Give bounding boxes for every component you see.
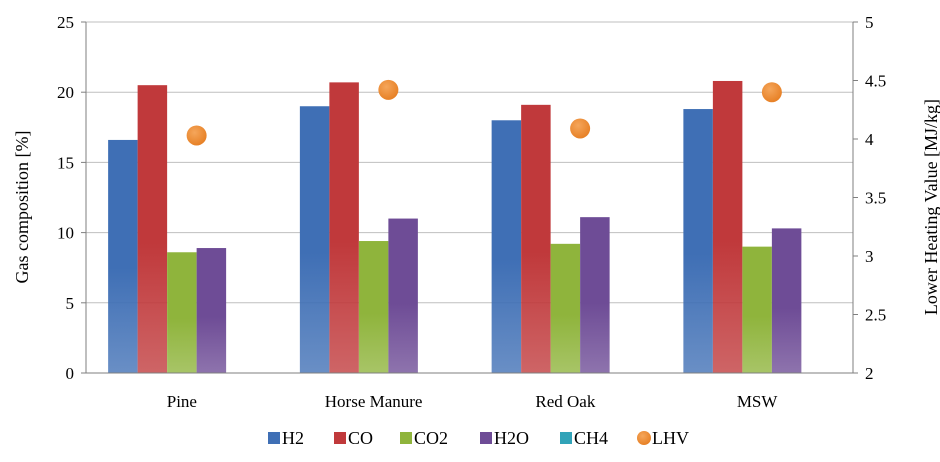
bar-h2o-red-oak xyxy=(580,217,610,373)
bar-co-horse-manure xyxy=(329,82,359,373)
y-tick-label: 10 xyxy=(57,224,74,243)
bar-co2-msw xyxy=(742,246,772,373)
bar-co-red-oak xyxy=(521,104,551,373)
legend-swatch-ch4 xyxy=(560,432,572,444)
x-axis-ticks: Pine Horse Manure Red Oak MSW xyxy=(167,392,779,411)
y-tick-label: 20 xyxy=(57,83,74,102)
y2-tick-label: 4.5 xyxy=(865,72,886,91)
legend-label-h2: H2 xyxy=(282,428,304,448)
legend-label-co2: CO2 xyxy=(414,428,448,448)
y-axis-ticks: 0 5 10 15 20 25 xyxy=(57,13,74,383)
bars xyxy=(108,80,802,374)
y-tick-label: 15 xyxy=(57,153,74,172)
y-tick-label: 5 xyxy=(66,294,75,313)
bar-h2o-msw xyxy=(771,228,802,373)
x-tick-label: Red Oak xyxy=(535,392,595,411)
lhv-point-msw xyxy=(761,82,782,103)
y-tick-label: 25 xyxy=(57,13,74,32)
x-tick-label: MSW xyxy=(737,392,779,411)
legend: H2 CO CO2 H2O CH4 LHV xyxy=(268,428,689,448)
legend-swatch-h2 xyxy=(268,432,280,444)
bar-co2-horse-manure xyxy=(358,241,389,373)
y2-axis-ticks: 2 2.5 3 3.5 4 4.5 5 xyxy=(865,13,886,383)
legend-swatch-co2 xyxy=(400,432,412,444)
bar-h2o-horse-manure xyxy=(388,218,418,373)
bar-co-pine xyxy=(137,85,168,374)
legend-swatch-lhv xyxy=(637,431,651,445)
bar-h2-horse-manure xyxy=(299,106,330,374)
bar-h2-pine xyxy=(108,139,138,373)
legend-label-h2o: H2O xyxy=(494,428,529,448)
legend-swatch-co xyxy=(334,432,346,444)
y-axis-title: Gas composition [%] xyxy=(12,131,32,284)
bar-h2o-pine xyxy=(196,248,227,373)
lhv-points xyxy=(186,79,782,146)
y2-tick-label: 5 xyxy=(865,13,874,32)
x-tick-label: Pine xyxy=(167,392,197,411)
x-tick-label: Horse Manure xyxy=(325,392,423,411)
y2-tick-label: 2 xyxy=(865,364,874,383)
legend-swatch-h2o xyxy=(480,432,492,444)
lhv-point-pine xyxy=(186,125,207,146)
axes xyxy=(81,21,858,374)
y2-tick-label: 4 xyxy=(865,130,874,149)
lhv-point-red-oak xyxy=(570,118,591,139)
bar-h2-msw xyxy=(683,109,713,373)
bar-co2-pine xyxy=(167,252,197,373)
bar-h2-red-oak xyxy=(491,120,522,373)
legend-label-lhv: LHV xyxy=(652,428,689,448)
bar-co-msw xyxy=(712,80,743,373)
legend-label-ch4: CH4 xyxy=(574,428,608,448)
y2-tick-label: 2.5 xyxy=(865,306,886,325)
legend-label-co: CO xyxy=(348,428,373,448)
y-tick-label: 0 xyxy=(66,364,75,383)
y2-tick-label: 3.5 xyxy=(865,189,886,208)
bar-co2-red-oak xyxy=(550,243,581,373)
y2-tick-label: 3 xyxy=(865,247,874,266)
y2-axis-title: Lower Heating Value [MJ/kg] xyxy=(921,99,940,315)
lhv-point-horse-manure xyxy=(378,79,399,100)
